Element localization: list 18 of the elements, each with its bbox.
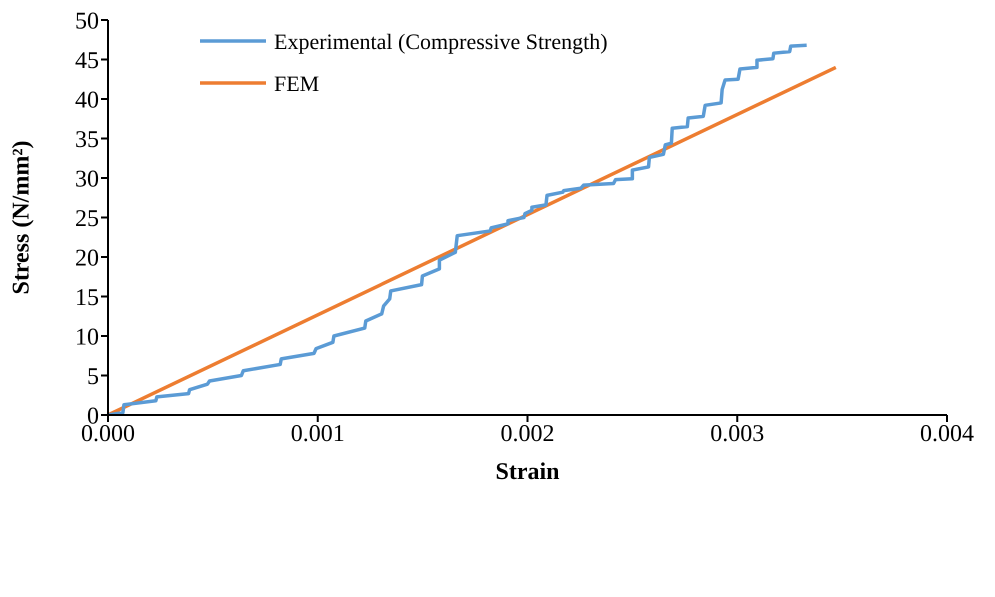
y-tick-label: 35 — [75, 127, 99, 154]
y-tick-label: 40 — [75, 88, 99, 114]
y-tick-label: 20 — [75, 246, 99, 272]
x-axis-title: Strain — [495, 459, 560, 485]
y-tick-label: 25 — [75, 206, 99, 232]
y-tick-label: 5 — [87, 364, 99, 390]
y-tick-label: 50 — [75, 8, 99, 35]
x-tick-label: 0.004 — [920, 421, 974, 448]
y-tick-label: 30 — [75, 166, 99, 193]
x-tick-label: 0.002 — [500, 421, 554, 448]
legend-label: FEM — [274, 70, 320, 98]
y-tick-label: 10 — [75, 324, 99, 351]
y-axis-title: Stress (N/mm²) — [8, 140, 35, 295]
y-tick-label: 15 — [75, 285, 99, 312]
legend-label: Experimental (Compressive Strength) — [274, 28, 608, 56]
x-tick-label: 0.003 — [710, 421, 764, 448]
x-tick-label: 0.001 — [290, 421, 345, 448]
y-tick-label: 45 — [75, 48, 99, 74]
